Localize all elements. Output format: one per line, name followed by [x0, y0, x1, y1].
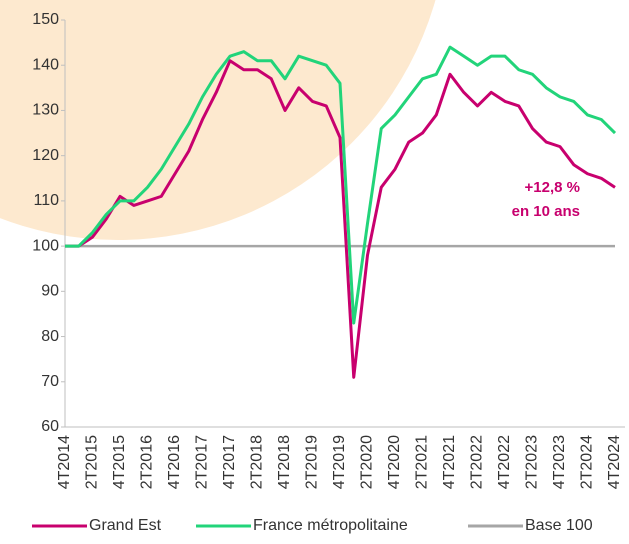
x-tick-label: 2T2022	[469, 435, 486, 489]
y-tick-label: 90	[41, 283, 59, 300]
x-tick-label: 2T2016	[139, 435, 156, 489]
x-tick-label: 2T2020	[359, 435, 376, 489]
background-decoration	[0, 0, 448, 240]
y-tick-label: 140	[32, 56, 59, 73]
legend-label: Base 100	[525, 517, 593, 534]
x-tick-label: 4T2020	[386, 435, 403, 489]
x-tick-label: 2T2018	[249, 435, 266, 489]
x-tick-label: 4T2023	[551, 435, 568, 489]
x-tick-label: 4T2019	[331, 435, 348, 489]
annotation: en 10 ans	[512, 203, 580, 220]
x-tick-label: 4T2015	[111, 435, 128, 489]
x-tick-label: 4T2022	[496, 435, 513, 489]
y-tick-label: 130	[32, 102, 59, 119]
x-tick-label: 2T2024	[579, 435, 596, 489]
x-tick-label: 2T2017	[194, 435, 211, 489]
legend-label: Grand Est	[89, 517, 162, 534]
y-tick-label: 110	[33, 192, 59, 209]
y-tick-label: 100	[32, 237, 59, 254]
legend-label: France métropolitaine	[253, 517, 408, 534]
annotation: +12,8 %	[525, 179, 580, 196]
x-tick-label: 4T2017	[221, 435, 238, 489]
x-tick-label: 4T2016	[166, 435, 183, 489]
x-tick-label: 4T2024	[606, 435, 623, 489]
y-tick-label: 150	[32, 11, 59, 28]
chart: +12,8 % en 10 ans 60 70 80 90 100 110 120 130 14…	[0, 0, 629, 544]
x-tick-label: 2T2019	[304, 435, 321, 489]
x-tick-label: 2T2015	[84, 435, 101, 489]
x-tick-label: 4T2014	[56, 435, 73, 489]
x-tick-label: 4T2018	[276, 435, 293, 489]
x-tick-label: 4T2021	[441, 435, 458, 489]
y-tick-label: 70	[41, 373, 59, 390]
y-tick-label: 60	[41, 418, 59, 435]
x-tick-label: 2T2023	[524, 435, 541, 489]
y-tick-label: 120	[32, 147, 59, 164]
x-tick-label: 2T2021	[414, 435, 431, 489]
y-tick-label: 80	[41, 328, 59, 345]
